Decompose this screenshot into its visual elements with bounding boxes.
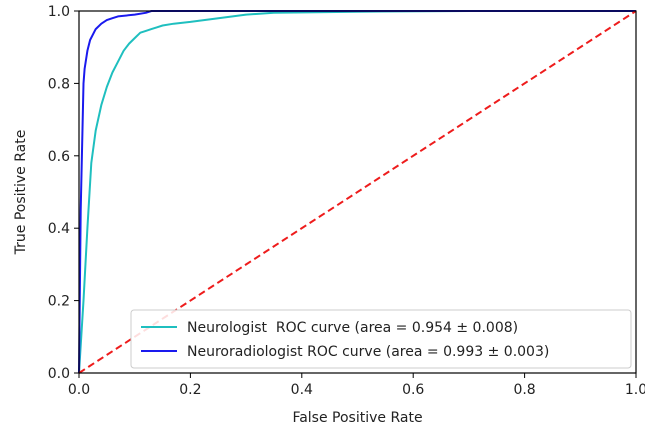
x-tick-label: 0.4: [291, 382, 313, 398]
legend-entry-neurologist: Neurologist ROC curve (area = 0.954 ± 0.…: [187, 320, 518, 336]
legend: Neurologist ROC curve (area = 0.954 ± 0.…: [130, 309, 632, 369]
x-tick-label: 0.0: [68, 382, 90, 398]
legend-entry-neuroradiologist: Neuroradiologist ROC curve (area = 0.993…: [187, 344, 549, 360]
y-tick-label: 1.0: [48, 4, 70, 20]
x-tick-label: 0.2: [179, 382, 201, 398]
x-tick-label: 0.8: [513, 382, 535, 398]
legend-box: [130, 309, 632, 369]
y-tick-label: 0.4: [48, 221, 70, 237]
x-tick-label: 1.0: [625, 382, 645, 398]
x-tick-label: 0.6: [402, 382, 424, 398]
y-tick-label: 0.6: [48, 149, 70, 165]
y-tick-label: 0.8: [48, 76, 70, 92]
y-axis-label: True Positive Rate: [13, 130, 29, 256]
ticks-layer: 0.0 0.2 0.4 0.6 0.8 1.0 0.0 0.2 0.4 0.6 0.8 1.0: [48, 4, 645, 398]
y-tick-label: 0.0: [48, 366, 70, 382]
plot-frame: [78, 10, 637, 374]
y-tick-label: 0.2: [48, 294, 70, 310]
neurologist-roc-curve: [78, 10, 636, 374]
x-axis-label: False Positive Rate: [292, 410, 422, 426]
